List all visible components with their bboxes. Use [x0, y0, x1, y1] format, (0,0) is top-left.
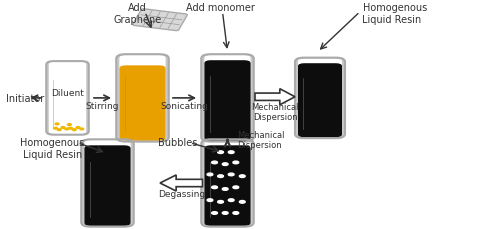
Circle shape [240, 201, 245, 203]
Circle shape [68, 128, 72, 130]
Circle shape [233, 212, 238, 214]
Circle shape [212, 212, 218, 214]
Circle shape [222, 163, 228, 166]
Text: Homogenous
Liquid Resin: Homogenous Liquid Resin [362, 3, 427, 25]
Circle shape [55, 123, 59, 125]
FancyBboxPatch shape [116, 55, 168, 142]
Circle shape [233, 161, 238, 164]
Circle shape [228, 151, 234, 154]
FancyBboxPatch shape [84, 141, 130, 226]
FancyBboxPatch shape [204, 146, 250, 226]
Circle shape [222, 188, 228, 191]
Text: Add
Graphene: Add Graphene [114, 3, 162, 25]
FancyBboxPatch shape [201, 55, 254, 142]
Circle shape [228, 199, 234, 202]
Text: Stirring: Stirring [86, 102, 120, 111]
Polygon shape [160, 175, 202, 191]
Circle shape [207, 199, 213, 202]
FancyBboxPatch shape [295, 58, 345, 139]
Circle shape [61, 127, 65, 129]
Text: Homogenous
Liquid Resin: Homogenous Liquid Resin [20, 137, 84, 159]
FancyBboxPatch shape [120, 56, 166, 141]
FancyBboxPatch shape [84, 146, 130, 226]
FancyBboxPatch shape [204, 61, 250, 141]
Text: Initiator: Initiator [6, 93, 44, 104]
Circle shape [218, 175, 224, 178]
Circle shape [212, 186, 218, 189]
FancyBboxPatch shape [298, 59, 342, 138]
Circle shape [72, 129, 76, 131]
Circle shape [80, 128, 84, 130]
FancyBboxPatch shape [120, 66, 166, 141]
Circle shape [212, 161, 218, 164]
FancyBboxPatch shape [204, 56, 250, 141]
Text: Sonicating: Sonicating [160, 102, 208, 111]
Text: Bubbles: Bubbles [158, 137, 197, 147]
Circle shape [58, 129, 61, 131]
FancyBboxPatch shape [49, 63, 86, 134]
FancyBboxPatch shape [201, 140, 254, 227]
Circle shape [76, 127, 80, 129]
Circle shape [207, 173, 213, 176]
Circle shape [233, 186, 238, 189]
Circle shape [54, 128, 58, 130]
FancyBboxPatch shape [298, 64, 342, 138]
Circle shape [218, 151, 224, 154]
Circle shape [65, 128, 68, 130]
Circle shape [218, 201, 224, 203]
Text: Mechanical
Dispersion: Mechanical Dispersion [238, 130, 285, 149]
FancyBboxPatch shape [132, 10, 188, 31]
Text: Diluent: Diluent [51, 88, 84, 97]
Circle shape [68, 124, 71, 126]
Text: Mechanical
Dispersion: Mechanical Dispersion [252, 103, 299, 122]
Text: Degassing: Degassing [158, 189, 205, 198]
FancyBboxPatch shape [204, 141, 250, 226]
Circle shape [240, 175, 245, 178]
Polygon shape [255, 89, 295, 105]
FancyBboxPatch shape [46, 62, 89, 135]
Text: Add monomer: Add monomer [186, 3, 254, 13]
FancyBboxPatch shape [81, 140, 134, 227]
Circle shape [228, 173, 234, 176]
Circle shape [222, 212, 228, 214]
